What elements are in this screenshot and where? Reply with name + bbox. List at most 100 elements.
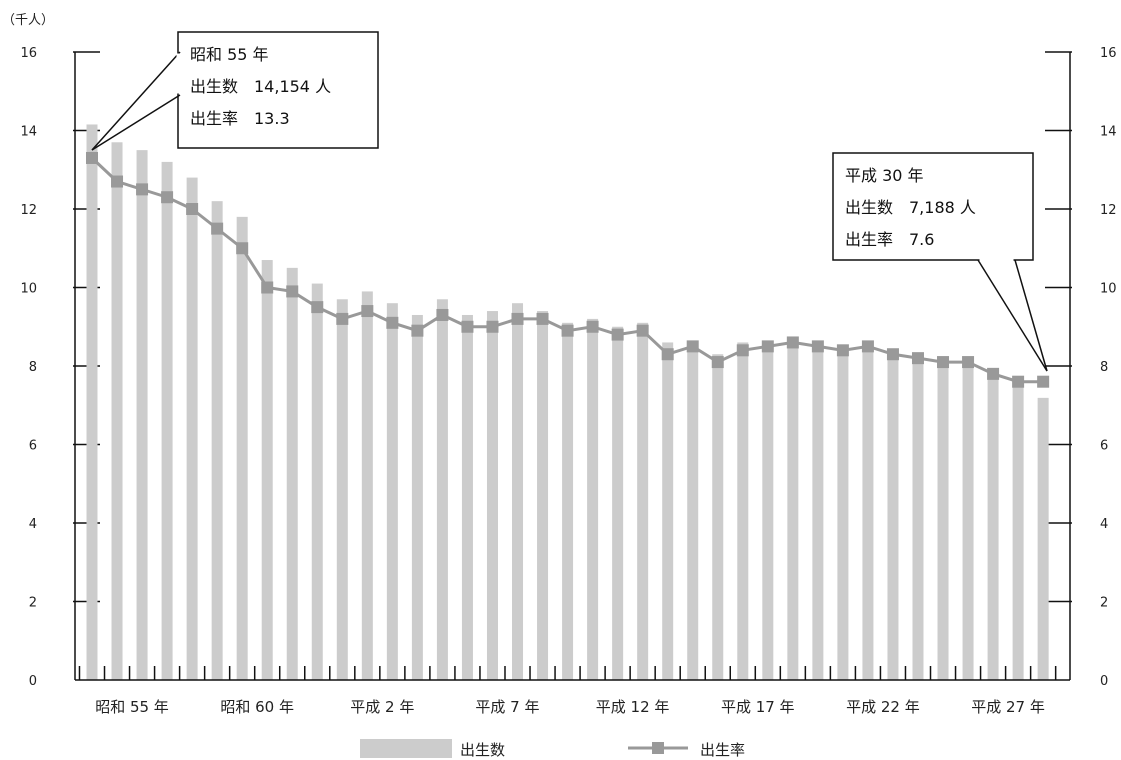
birth-rate-point: [386, 316, 399, 329]
birth-rate-point: [561, 324, 574, 337]
bar: [987, 377, 999, 680]
callout-pointer: [91, 94, 181, 151]
bar: [837, 350, 849, 680]
x-tick-label: 昭和 55 年: [95, 698, 169, 716]
birth-rate-point: [711, 356, 724, 369]
right-tick-label: 14: [1100, 125, 1117, 140]
x-axis: 昭和 55 年 昭和 60 年 平成 2 年 平成 7 年 平成 12 年 平成 17 年…: [75, 666, 1070, 716]
legend-label-births: 出生数: [460, 741, 505, 759]
callout-pointer: [91, 51, 181, 151]
left-tick-label: 2: [29, 596, 37, 611]
bar: [562, 322, 574, 680]
bar: [587, 318, 599, 680]
x-tick-label: 平成 12 年: [596, 698, 670, 716]
legend-label-birth-rate: 出生率: [700, 741, 745, 759]
callout-text: 出生率 13.3: [190, 109, 290, 128]
bar: [461, 314, 473, 680]
right-tick-label: 8: [1100, 360, 1108, 375]
right-tick-label: 6: [1100, 439, 1108, 454]
bar: [862, 346, 874, 680]
birth-rate-point: [111, 175, 124, 188]
left-tick-label: 6: [29, 439, 37, 454]
birth-rate-point: [461, 320, 474, 333]
left-tick-label: 0: [29, 674, 37, 689]
x-tick-label: 平成 27 年: [971, 698, 1045, 716]
birth-rate-point: [962, 356, 975, 369]
callout-text: 平成 30 年: [845, 166, 924, 185]
right-tick-label: 10: [1100, 282, 1117, 297]
birth-rate-point: [636, 324, 649, 337]
birth-rate-point: [611, 328, 624, 341]
line-layer: [86, 151, 1050, 388]
bar: [662, 342, 674, 680]
left-tick-label: 10: [20, 282, 37, 297]
legend: 出生数 出生率: [360, 739, 745, 759]
x-tick-label: 平成 22 年: [846, 698, 920, 716]
left-tick-label: 12: [20, 203, 37, 218]
bar: [186, 177, 198, 680]
birth-rate-point: [311, 301, 324, 314]
birth-rate-point: [136, 183, 149, 196]
callout-text: 昭和 55 年: [190, 45, 269, 64]
birth-rate-point: [937, 356, 950, 369]
bar: [762, 342, 774, 680]
bar: [712, 354, 724, 680]
birth-rate-point: [161, 191, 174, 204]
bars-layer: [86, 124, 1049, 680]
birth-rate-point: [761, 340, 774, 353]
birth-rate-point: [211, 222, 224, 235]
right-tick-label: 2: [1100, 596, 1108, 611]
legend-bar-swatch: [360, 739, 452, 758]
bar: [436, 299, 448, 680]
bar: [486, 311, 498, 680]
birth-rate-point: [411, 324, 424, 337]
birth-rate-point: [586, 320, 599, 333]
bar: [236, 216, 248, 680]
right-tick-label: 0: [1100, 674, 1108, 689]
right-tick-label: 16: [1100, 46, 1117, 61]
left-tick-label: 16: [20, 46, 37, 61]
bar: [737, 342, 749, 680]
birth-rate-point: [1012, 375, 1025, 388]
bar: [211, 201, 223, 680]
birth-rate-point: [286, 285, 299, 298]
bar: [787, 338, 799, 680]
bar: [637, 322, 649, 680]
x-tick-label: 平成 17 年: [721, 698, 795, 716]
birth-rate-point: [987, 367, 1000, 380]
legend-line-marker: [652, 742, 664, 754]
bar: [411, 314, 423, 680]
callout-text: 出生数 7,188 人: [845, 198, 976, 217]
birth-rate-point: [336, 312, 349, 325]
birth-rate-point: [686, 340, 699, 353]
bar: [687, 342, 699, 680]
birth-rate-point: [236, 242, 249, 255]
birth-rate-point: [361, 305, 374, 318]
bar: [111, 142, 123, 680]
left-axis-unit-label: （千人）: [2, 13, 54, 28]
bar: [311, 283, 323, 680]
left-tick-label: 14: [20, 125, 37, 140]
callout-pointer: [1014, 259, 1048, 372]
birth-rate-point: [861, 340, 874, 353]
bar: [912, 358, 924, 680]
birth-rate-point: [511, 312, 524, 325]
birth-rate-point: [786, 336, 799, 349]
birth-rate-point: [1037, 375, 1050, 388]
left-tick-label: 8: [29, 360, 37, 375]
bar: [386, 303, 398, 680]
birth-rate-point: [736, 344, 749, 357]
birth-rate-point: [261, 281, 274, 294]
bar: [86, 124, 98, 680]
birth-rate-point: [911, 352, 924, 365]
bar: [1012, 385, 1024, 680]
bar: [336, 299, 348, 680]
callout-text: 出生率 7.6: [845, 230, 934, 249]
right-tick-label: 4: [1100, 517, 1108, 532]
bar: [937, 366, 949, 680]
x-tick-label: 平成 2 年: [350, 698, 414, 716]
x-tick-label: 昭和 60 年: [220, 698, 294, 716]
